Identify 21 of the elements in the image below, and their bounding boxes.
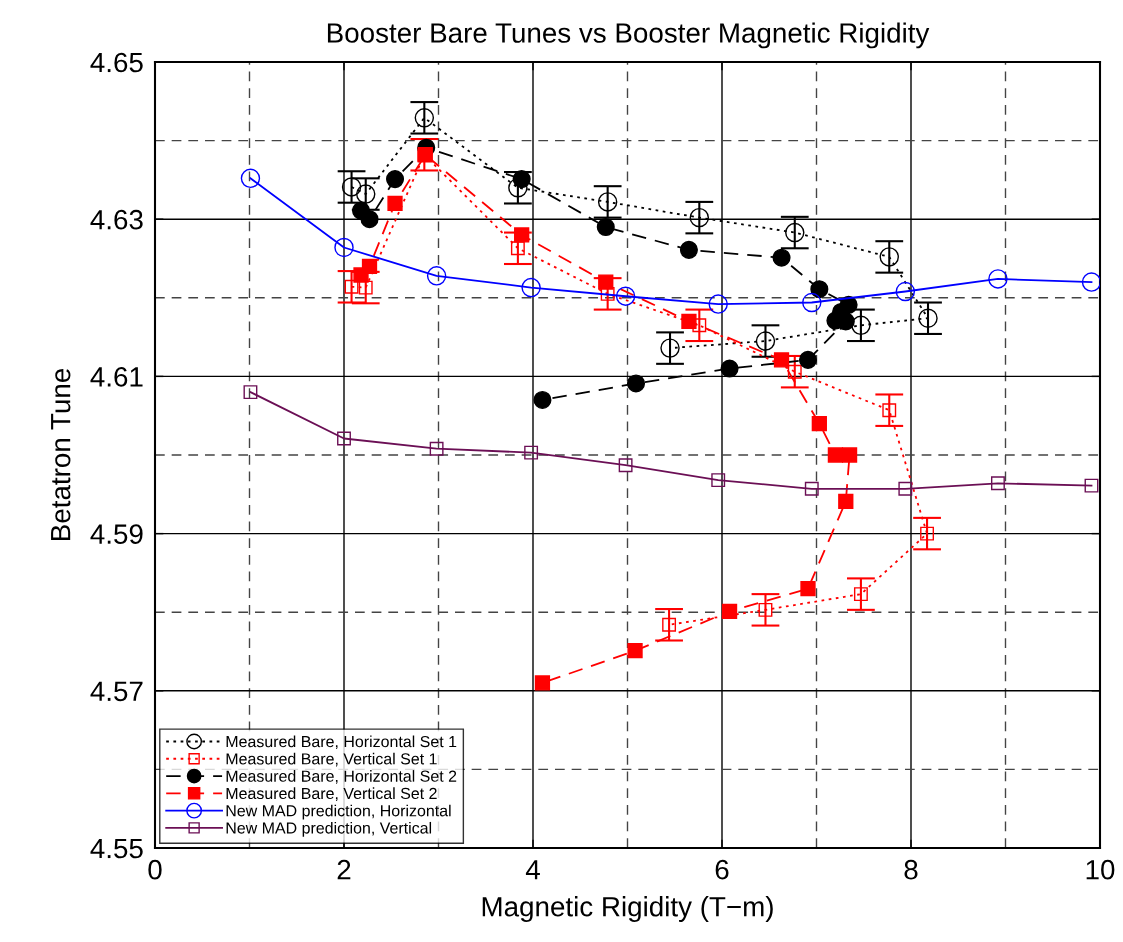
x-tick-label: 10: [1086, 859, 1115, 880]
x-tick-label: 0: [148, 859, 162, 880]
legend-label: Measured Bare, Vertical Set 1: [226, 752, 437, 767]
y-tick-label: 4.61: [90, 367, 143, 387]
x-tick-label: 2: [337, 859, 351, 880]
y-axis-title: Betatron Tune: [51, 368, 71, 540]
legend-label: New MAD prediction, Vertical: [226, 821, 432, 837]
x-axis-title: Magnetic Rigidity (T−m): [482, 896, 773, 923]
y-tick-label: 4.55: [90, 838, 143, 859]
legend-label: Measured Bare, Horizontal Set 1: [226, 735, 457, 750]
legend-label: Measured Bare, Vertical Set 2: [226, 787, 437, 801]
x-tick-label: 6: [715, 859, 729, 880]
legend-label: Measured Bare, Horizontal Set 2: [226, 770, 457, 784]
chart-title: Booster Bare Tunes vs Booster Magnetic Rigidity: [327, 22, 930, 49]
y-tick-label: 4.57: [90, 681, 143, 702]
y-tick-label: 4.59: [90, 524, 143, 544]
y-tick-label: 4.65: [90, 52, 143, 73]
y-tick-label: 4.63: [90, 209, 143, 230]
x-tick-label: 8: [904, 859, 918, 880]
legend-label: New MAD prediction, Horizontal: [226, 804, 451, 820]
x-tick-label: 4: [525, 860, 540, 880]
